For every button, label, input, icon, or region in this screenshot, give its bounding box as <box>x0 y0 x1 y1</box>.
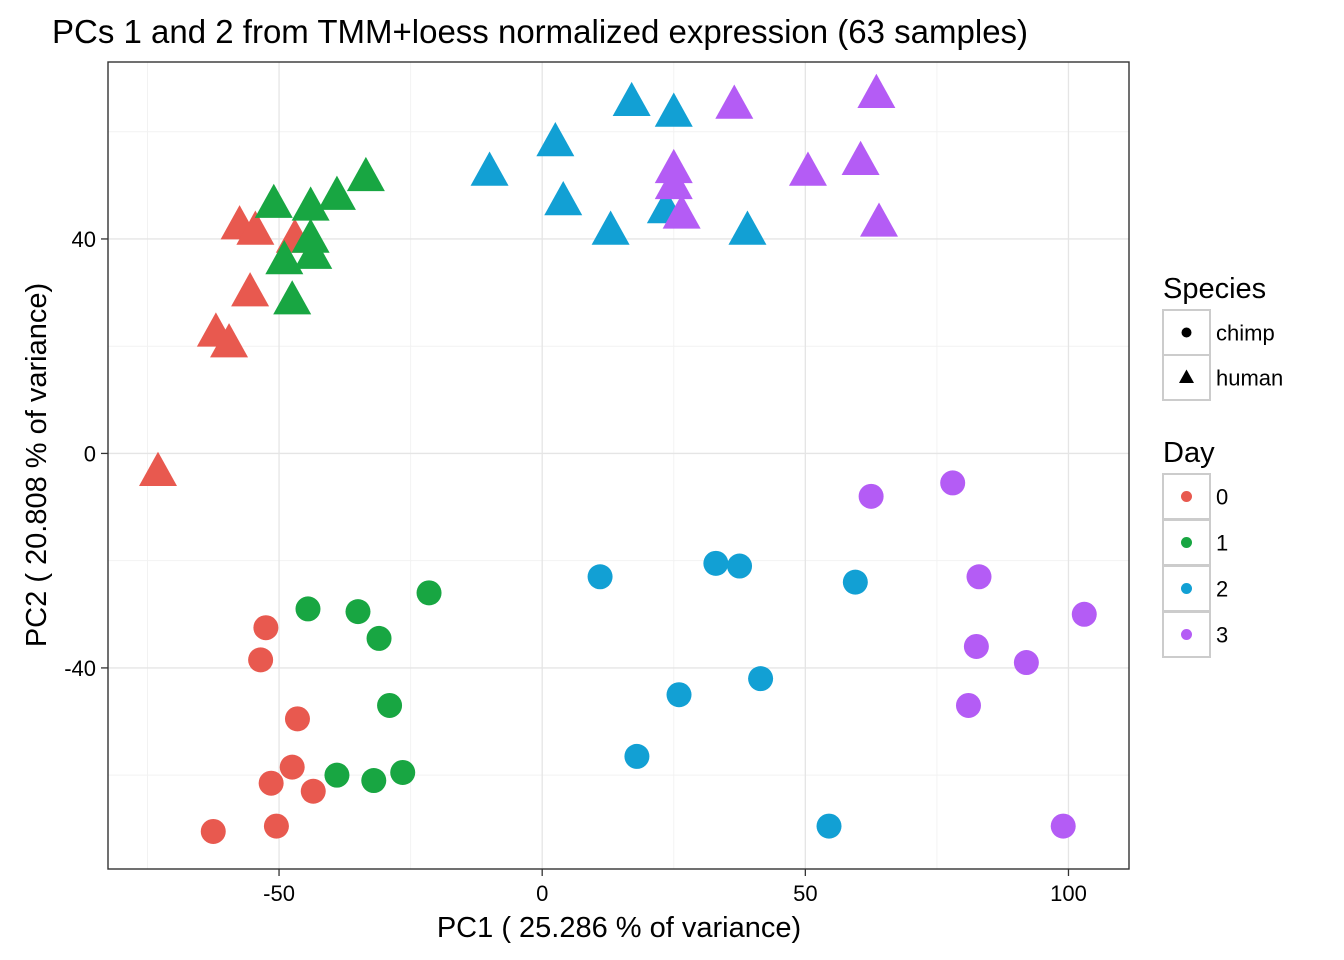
data-point-chimp <box>966 564 992 590</box>
data-point-chimp <box>858 483 884 509</box>
y-tick-label: 0 <box>84 441 96 466</box>
legend-key-color-dot <box>1181 629 1192 640</box>
data-point-human <box>138 451 177 487</box>
data-point-human <box>591 210 630 245</box>
data-point-human <box>612 81 651 117</box>
data-point-chimp <box>666 682 692 708</box>
data-point-human <box>857 73 896 108</box>
data-point-human <box>346 156 385 192</box>
x-axis-label: PC1 ( 25.286 % of variance) <box>437 912 801 944</box>
data-point-chimp <box>624 743 650 769</box>
legend-species-label: chimp <box>1216 321 1275 346</box>
plot-panel-border <box>107 61 1130 870</box>
data-point-human <box>265 239 304 275</box>
data-point-chimp <box>279 754 305 780</box>
data-point-chimp <box>300 778 326 804</box>
data-point-chimp <box>842 569 868 595</box>
data-point-human <box>544 181 583 216</box>
data-point-chimp <box>748 666 774 692</box>
data-point-chimp <box>295 596 321 622</box>
data-point-human <box>291 218 330 253</box>
x-tick-label: 50 <box>793 881 817 906</box>
data-point-chimp <box>390 759 416 785</box>
data-point-chimp <box>727 553 753 579</box>
data-point-human <box>860 202 899 237</box>
y-axis-label: PC2 ( 20.808 % of variance) <box>21 283 53 647</box>
data-point-chimp <box>253 615 279 641</box>
data-point-chimp <box>345 599 371 625</box>
plot-panel <box>107 61 1130 870</box>
legend-key-circle <box>1181 327 1192 338</box>
data-point-chimp <box>416 580 442 606</box>
data-point-chimp <box>263 813 289 839</box>
chart-title: PCs 1 and 2 from TMM+loess normalized ex… <box>52 13 1028 50</box>
legend-key-color-dot <box>1181 583 1192 594</box>
data-point-human <box>841 140 880 176</box>
data-point-human <box>210 323 249 358</box>
legend-key-color-dot <box>1181 491 1192 502</box>
data-point-chimp <box>258 770 284 796</box>
y-axis: -40 0 40 <box>64 227 108 681</box>
data-point-human <box>662 194 701 229</box>
data-point-human <box>273 280 312 315</box>
data-point-chimp <box>324 762 350 788</box>
legend-key-triangle <box>1179 369 1194 383</box>
legend-key-color-dot <box>1181 537 1192 548</box>
x-tick-label: -50 <box>263 881 295 906</box>
data-point-chimp <box>963 633 989 659</box>
data-point-chimp <box>366 625 392 651</box>
data-point-human <box>231 272 270 307</box>
data-point-chimp <box>1013 650 1039 676</box>
data-point-chimp <box>1050 813 1076 839</box>
data-point-human <box>291 186 330 221</box>
x-tick-label: 0 <box>536 881 548 906</box>
data-point-human <box>317 175 356 210</box>
data-point-chimp <box>587 564 613 590</box>
data-point-human <box>654 92 693 127</box>
legend-species-title: Species <box>1163 273 1266 305</box>
data-point-chimp <box>377 692 403 718</box>
legend-day-label: 3 <box>1216 623 1228 648</box>
legend-key-box <box>1162 611 1211 658</box>
data-point-chimp <box>248 647 274 673</box>
data-point-chimp <box>703 550 729 576</box>
x-tick-label: 100 <box>1050 881 1087 906</box>
y-tick-label: -40 <box>64 656 96 681</box>
legend-day-label: 0 <box>1216 485 1228 510</box>
legend-species: Species chimp human <box>1162 273 1283 401</box>
plot-panel-background <box>108 62 1129 869</box>
data-point-human <box>728 210 767 245</box>
data-point-human <box>715 84 754 119</box>
data-point-human <box>788 151 827 186</box>
data-point-chimp <box>816 813 842 839</box>
data-points <box>138 73 1097 844</box>
data-point-chimp <box>284 706 310 732</box>
data-point-chimp <box>940 470 966 496</box>
data-point-human <box>536 122 575 157</box>
legend-day-label: 2 <box>1216 577 1228 602</box>
x-axis: -50 0 50 100 <box>263 869 1087 906</box>
y-tick-label: 40 <box>72 227 96 252</box>
data-point-human <box>654 164 693 200</box>
data-point-human <box>254 183 293 218</box>
data-point-human <box>470 151 509 186</box>
data-point-chimp <box>955 692 981 718</box>
data-point-chimp <box>1071 601 1097 627</box>
legend-day-title: Day <box>1163 437 1215 469</box>
legend-day-label: 1 <box>1216 531 1228 556</box>
data-point-chimp <box>200 818 226 844</box>
data-point-human <box>294 234 333 269</box>
data-point-chimp <box>361 768 387 794</box>
data-point-human <box>236 210 275 245</box>
legend-species-label: human <box>1216 366 1283 391</box>
